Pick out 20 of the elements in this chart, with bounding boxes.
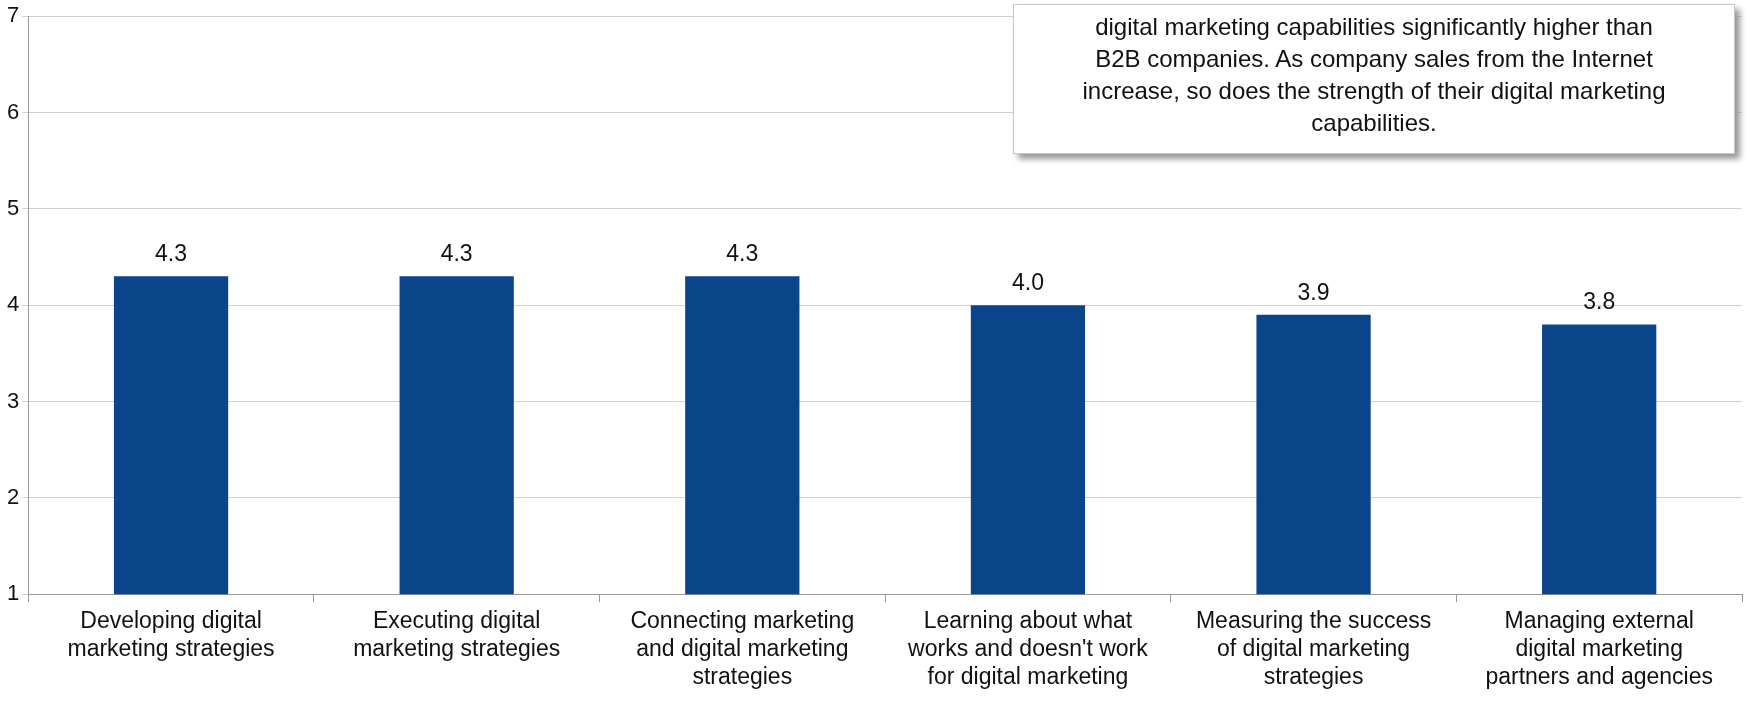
- data-label: 4.3: [155, 240, 188, 267]
- data-label: 4.3: [440, 240, 473, 267]
- x-tick-label: Measuring the success of digital marketing strategies: [1195, 607, 1432, 689]
- y-tick-label: 7: [6, 2, 20, 28]
- callout-box: digital marketing capabilities significantly higher than B2B companies. As company sales from the Internet increase, so does the strength of their digital marketing capabilities.: [1013, 4, 1735, 154]
- data-label: 4.3: [726, 240, 759, 267]
- y-tick-label: 5: [6, 194, 20, 220]
- y-tick-label: 3: [6, 387, 20, 413]
- data-label: 4.0: [1011, 269, 1044, 296]
- y-tick-label: 6: [6, 98, 20, 124]
- x-tick-label: Developing digital marketing strategies: [67, 607, 275, 661]
- x-tick-label: Learning about what works and doesn't work for digital marketing: [907, 607, 1149, 689]
- x-tick-label: Managing external digital marketing partners and agencies: [1485, 607, 1713, 689]
- x-tick-label: Executing digital marketing strategies: [353, 607, 561, 661]
- y-tick-label: 2: [6, 483, 20, 509]
- y-tick-label: 1: [6, 580, 20, 606]
- data-label: 3.9: [1297, 278, 1330, 305]
- y-tick-label: 4: [6, 291, 20, 317]
- x-tick-label: Connecting marketing and digital marketing strategies: [630, 607, 855, 689]
- data-label: 3.8: [1583, 288, 1616, 315]
